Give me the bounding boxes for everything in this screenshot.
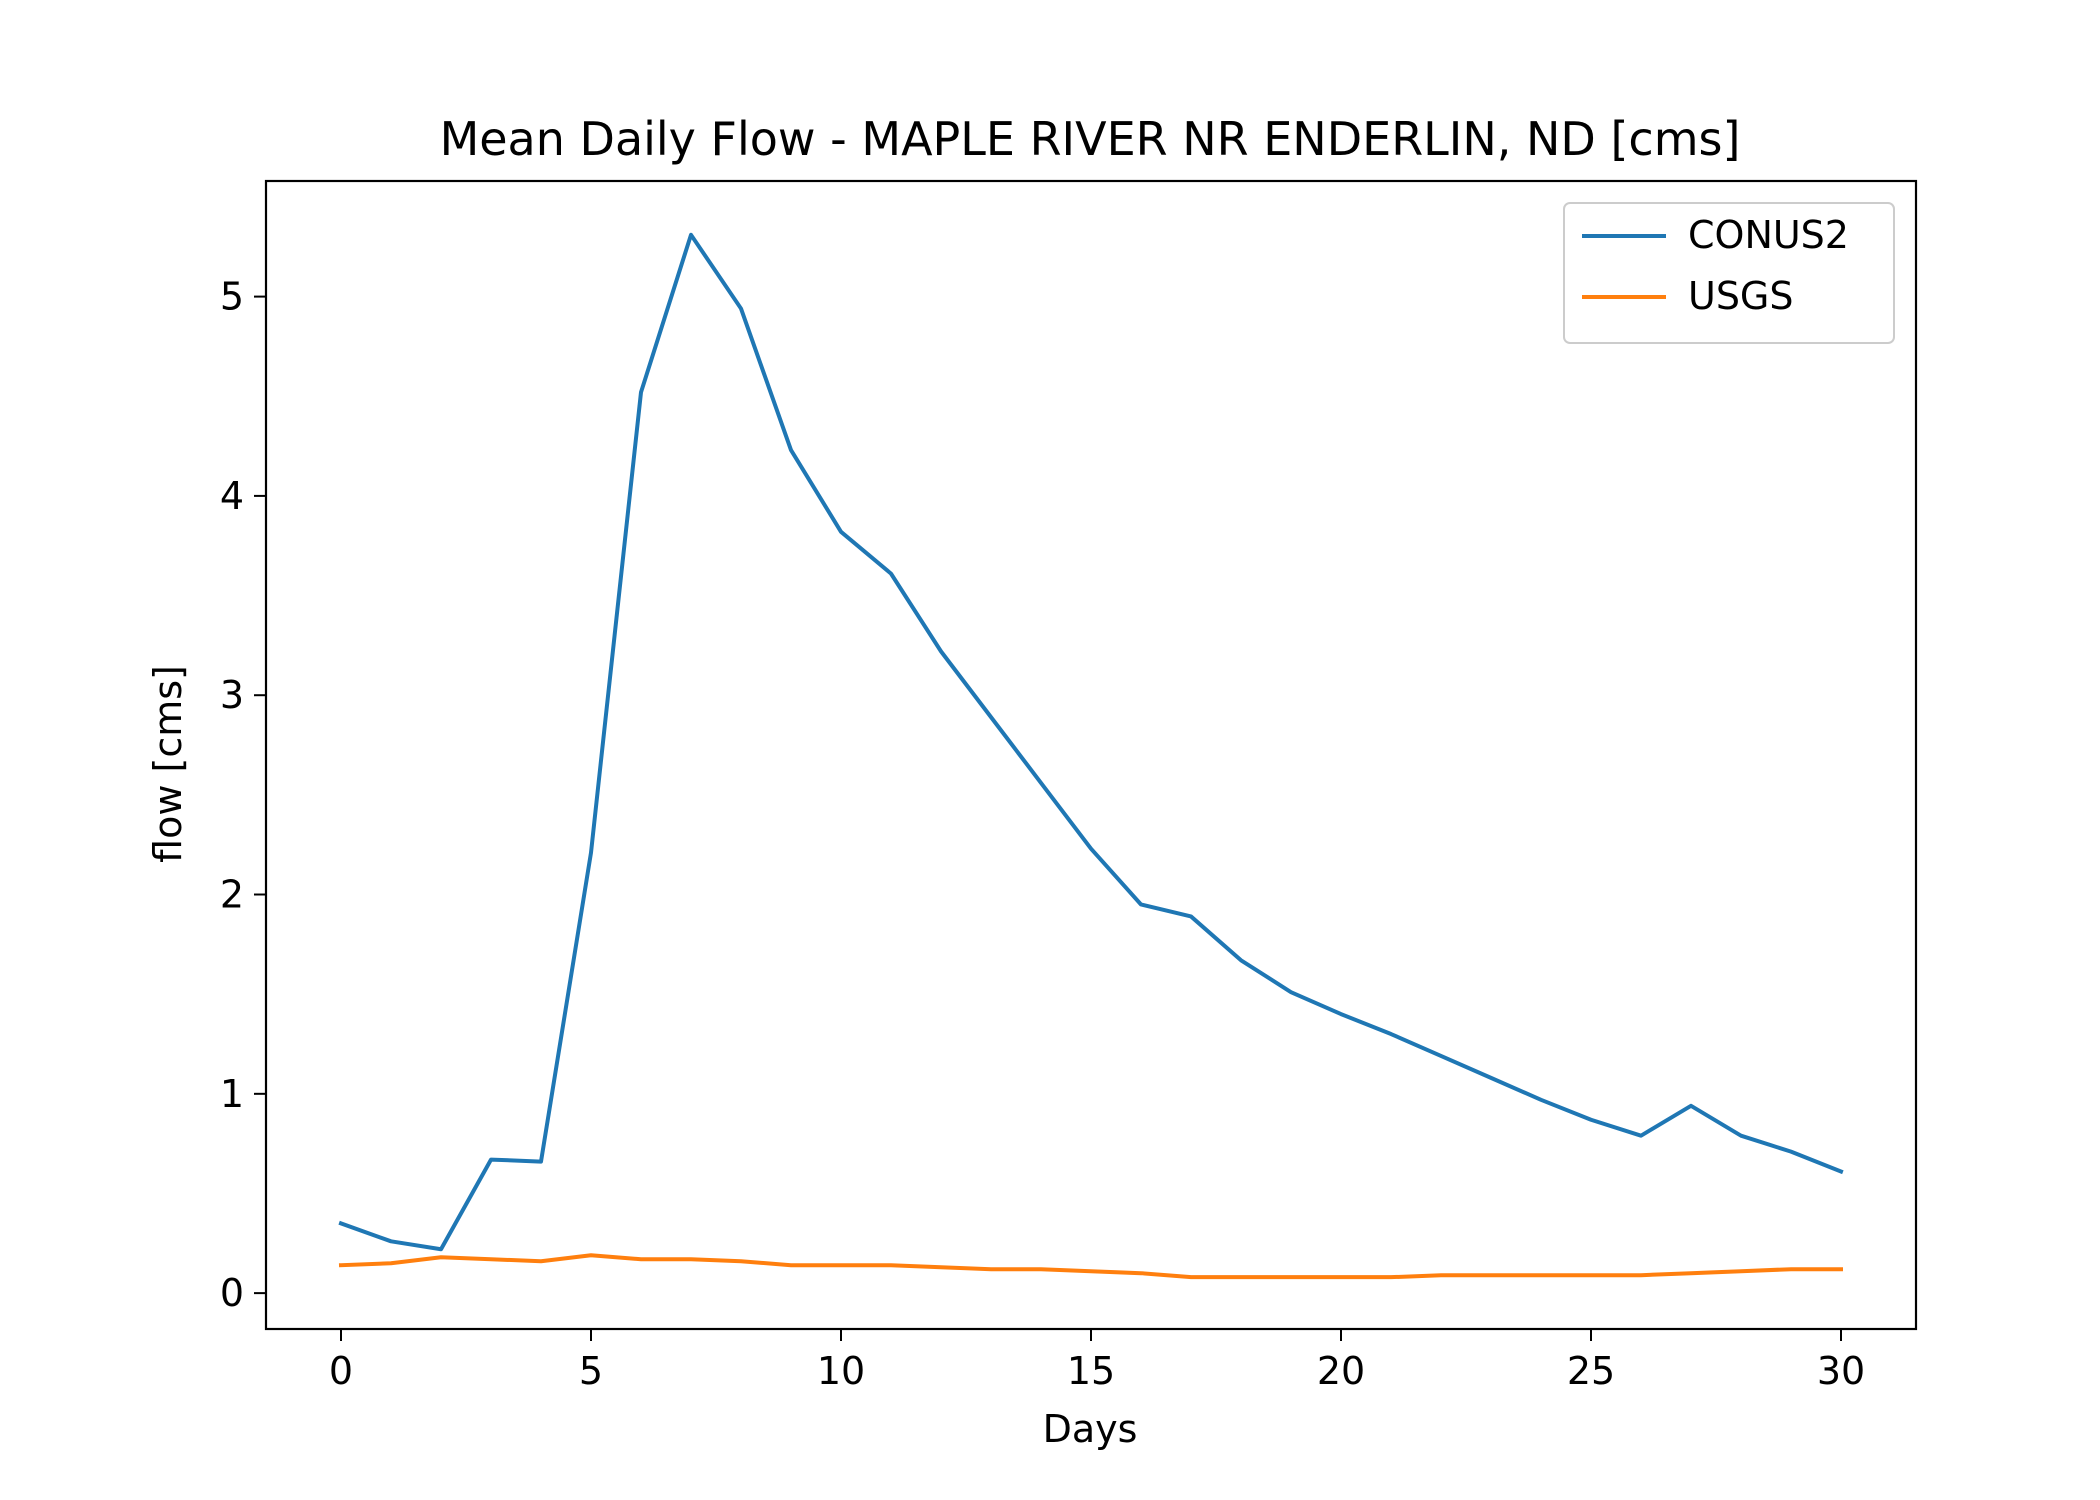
- legend: CONUS2 USGS: [1563, 202, 1895, 344]
- y-tick-label: 1: [220, 1072, 244, 1116]
- x-tick-label: 0: [329, 1349, 353, 1393]
- y-tick-label: 3: [220, 673, 244, 717]
- y-tick-label: 2: [220, 873, 244, 917]
- y-tick-label: 5: [220, 275, 244, 319]
- x-tick-label: 10: [817, 1349, 865, 1393]
- series-line-conus2: [338, 232, 1844, 1252]
- x-axis-label: Days: [1043, 1407, 1138, 1451]
- legend-label-usgs: USGS: [1688, 274, 1794, 318]
- legend-label-conus2: CONUS2: [1688, 213, 1849, 257]
- y-tick-label: 0: [220, 1271, 244, 1315]
- y-tick-label: 4: [220, 474, 244, 518]
- x-tick-label: 20: [1317, 1349, 1365, 1393]
- x-tick-label: 5: [579, 1349, 603, 1393]
- y-axis-label: flow [cms]: [146, 665, 190, 863]
- x-tick-label: 25: [1567, 1349, 1615, 1393]
- x-tick-label: 15: [1067, 1349, 1115, 1393]
- axis-ticks: 0 5 10 15 20 25 30 0 1 2 3 4 5: [220, 275, 1865, 1393]
- plot-area-frame: [264, 179, 1918, 1331]
- plot-series: [338, 232, 1844, 1280]
- x-tick-label: 30: [1817, 1349, 1865, 1393]
- chart-title: Mean Daily Flow - MAPLE RIVER NR ENDERLI…: [440, 112, 1741, 166]
- series-line-usgs: [338, 1253, 1843, 1280]
